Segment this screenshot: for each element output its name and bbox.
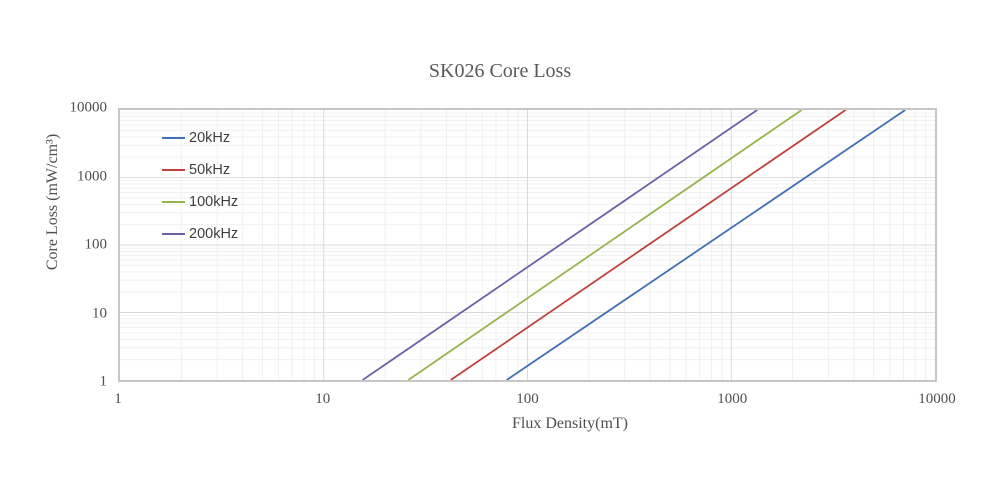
series-line-100kHz (407, 110, 803, 380)
legend-label: 50kHz (189, 162, 231, 178)
plot-area: 20kHz 50kHz 100kHz 200kHz (118, 108, 937, 382)
x-tick-label: 100 (516, 391, 539, 407)
x-tick-label: 1 (114, 391, 122, 407)
y-tick-label: 1 (99, 373, 108, 390)
y-axis-label: Core Loss (mW/cm³) (44, 133, 61, 271)
x-tick-label: 10000 (918, 391, 956, 407)
y-tick-label: 10000 (69, 99, 108, 116)
legend-item-50kHz: 50kHz (162, 160, 238, 180)
legend: 20kHz 50kHz 100kHz 200kHz (162, 128, 238, 256)
legend-item-200kHz: 200kHz (162, 224, 238, 244)
legend-item-100kHz: 100kHz (162, 192, 238, 212)
x-tick-label: 10 (315, 391, 331, 407)
legend-swatch-20kHz (162, 137, 185, 139)
x-tick-label: 1000 (717, 391, 748, 407)
legend-label: 100kHz (189, 194, 239, 210)
series-line-20kHz (506, 110, 906, 380)
legend-label: 200kHz (189, 226, 239, 242)
legend-swatch-200kHz (162, 233, 185, 235)
y-tick-label: 1000 (77, 168, 107, 184)
y-tick-label: 100 (84, 236, 108, 253)
plot-gridlines-and-series (120, 110, 935, 380)
y-tick-label: 10 (92, 305, 107, 321)
x-axis-label: Flux Density(mT) (512, 415, 628, 432)
series-line-200kHz (362, 110, 758, 380)
legend-item-20kHz: 20kHz (162, 128, 238, 148)
legend-label: 20kHz (189, 130, 231, 146)
chart-title: SK026 Core Loss (428, 60, 572, 82)
legend-swatch-100kHz (162, 201, 185, 203)
series-line-50kHz (450, 110, 847, 380)
legend-swatch-50kHz (162, 169, 185, 171)
